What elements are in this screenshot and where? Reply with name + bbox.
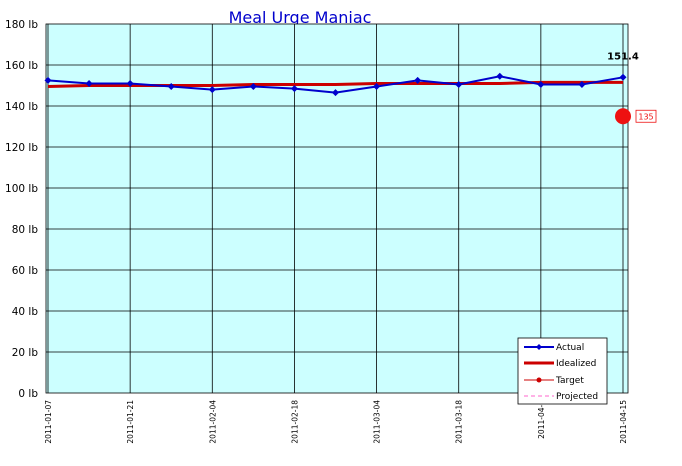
- current-value-label: 151.4: [607, 51, 639, 62]
- x-tick-label: 2011-03-18: [455, 400, 464, 444]
- actual-point: [332, 89, 339, 97]
- legend-label: Target: [555, 376, 584, 386]
- actual-point: [85, 79, 93, 87]
- target-value-label: 135: [638, 112, 653, 121]
- y-tick-label: 80 lb: [12, 224, 39, 236]
- y-tick-label: 40 lb: [12, 306, 39, 318]
- legend-label: Idealized: [556, 359, 596, 369]
- y-tick-label: 180 lb: [5, 19, 38, 31]
- x-axis-ticks: 2011-01-07 2011-01-21 2011-02-04 2011-02-18…: [44, 400, 628, 444]
- actual-point: [44, 76, 52, 84]
- actual-point: [455, 80, 463, 88]
- y-tick-label: 60 lb: [12, 265, 39, 277]
- y-tick-label: 120 lb: [5, 142, 38, 154]
- x-tick-label: 2011-01-07: [44, 400, 53, 444]
- y-tick-label: 20 lb: [12, 347, 39, 359]
- grid-lines: [46, 24, 628, 393]
- x-tick-label: 2011-04-0: [537, 400, 546, 439]
- legend-label: Actual: [556, 343, 584, 353]
- actual-point: [537, 80, 545, 88]
- actual-point: [290, 85, 298, 93]
- legend-actual-marker: [536, 344, 542, 350]
- y-tick-label: 0 lb: [18, 388, 38, 400]
- x-tick-label: 2011-03-04: [373, 400, 382, 444]
- x-tick-label: 2011-02-04: [208, 400, 217, 444]
- actual-point: [578, 80, 586, 88]
- legend-box: [517, 337, 608, 405]
- actual-point: [208, 86, 216, 94]
- actual-point: [414, 76, 422, 84]
- annotations: 151.4 135: [607, 51, 657, 125]
- idealized-line: [47, 80, 623, 89]
- actual-point: [496, 72, 504, 80]
- actual-point: [619, 73, 627, 81]
- legend: Actual Idealized Target Projected: [517, 337, 608, 405]
- actual-point: [167, 83, 175, 91]
- series-lines: [44, 72, 627, 97]
- target-marker: [615, 108, 631, 125]
- actual-point: [249, 83, 257, 91]
- y-tick-label: 100 lb: [5, 183, 38, 195]
- legend-label: Projected: [556, 392, 598, 402]
- chart-title: Meal Urge Maniac: [229, 8, 372, 27]
- x-tick-label: 2011-04-15: [619, 400, 628, 444]
- actual-point: [373, 83, 381, 91]
- target-value-box: [635, 109, 657, 123]
- y-tick-label: 140 lb: [5, 101, 38, 113]
- x-tick-label: 2011-01-21: [126, 400, 135, 444]
- y-axis-ticks: 0 lb 20 lb 40 lb 60 lb 80 lb 100 lb 120 lb 140 …: [5, 19, 38, 400]
- legend-target-marker: [536, 377, 542, 383]
- actual-point: [126, 79, 134, 87]
- x-tick-label: 2011-02-18: [290, 400, 299, 444]
- y-tick-label: 160 lb: [5, 60, 38, 72]
